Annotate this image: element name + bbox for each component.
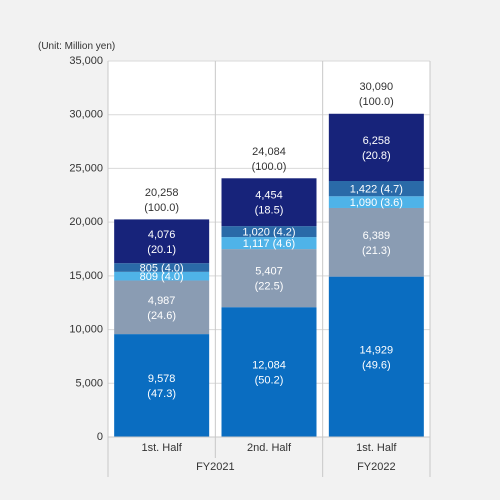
group-label: FY2022	[357, 461, 396, 473]
y-tick-label: 30,000	[69, 109, 103, 121]
data-label: 809 (4.0)	[140, 271, 184, 283]
x-tick-label: 1st. Half	[141, 442, 182, 454]
group-label: FY2021	[196, 461, 235, 473]
data-label: 6,389 (21.3)	[362, 230, 391, 257]
y-tick-label: 25,000	[69, 162, 103, 174]
y-tick-label: 0	[97, 431, 103, 443]
y-tick-label: 10,000	[69, 323, 103, 335]
x-tick-label: 1st. Half	[356, 442, 397, 454]
data-label: 6,258 (20.8)	[362, 135, 391, 162]
bar-segment	[328, 180, 424, 197]
data-label: 1,020 (4.2)	[242, 227, 295, 239]
data-label: 1,422 (4.7)	[350, 184, 403, 196]
data-label: 5,407 (22.5)	[255, 266, 284, 293]
data-label: 4,454 (18.5)	[255, 190, 284, 217]
bar-segment	[328, 113, 424, 181]
data-label: 12,084 (50.2)	[252, 359, 286, 386]
bar-segment	[221, 178, 317, 227]
bar-segment	[328, 276, 424, 437]
data-label: 14,929 (49.6)	[360, 344, 394, 371]
data-label: 805 (4.0)	[140, 262, 184, 274]
bar-segment	[221, 226, 317, 238]
bar-segment	[114, 280, 210, 335]
total-label: 20,258 (100.0)	[144, 187, 179, 214]
bar-segment	[221, 249, 317, 308]
data-label: 9,578 (47.3)	[147, 373, 176, 400]
bar-segment	[221, 307, 317, 437]
data-label: 1,117 (4.6)	[243, 238, 295, 250]
data-label: 1,090 (3.6)	[350, 197, 403, 209]
total-label: 24,084 (100.0)	[252, 146, 287, 173]
bar-segment	[114, 334, 210, 437]
bar-segment	[114, 219, 210, 264]
bar-segment	[114, 263, 210, 272]
bar-segment	[221, 237, 317, 250]
y-tick-label: 20,000	[69, 216, 103, 228]
y-tick-label: 5,000	[75, 377, 103, 389]
bar-segment	[328, 196, 424, 208]
data-label: 4,987 (24.6)	[147, 295, 176, 322]
unit-label: (Unit: Million yen)	[38, 41, 116, 52]
x-tick-label: 2nd. Half	[247, 442, 292, 454]
total-label: 30,090 (100.0)	[359, 81, 394, 108]
bar-segment	[328, 207, 424, 277]
y-tick-label: 15,000	[69, 270, 103, 282]
bar-segment	[114, 271, 210, 281]
y-tick-label: 35,000	[69, 55, 103, 67]
data-label: 4,076 (20.1)	[147, 229, 176, 256]
